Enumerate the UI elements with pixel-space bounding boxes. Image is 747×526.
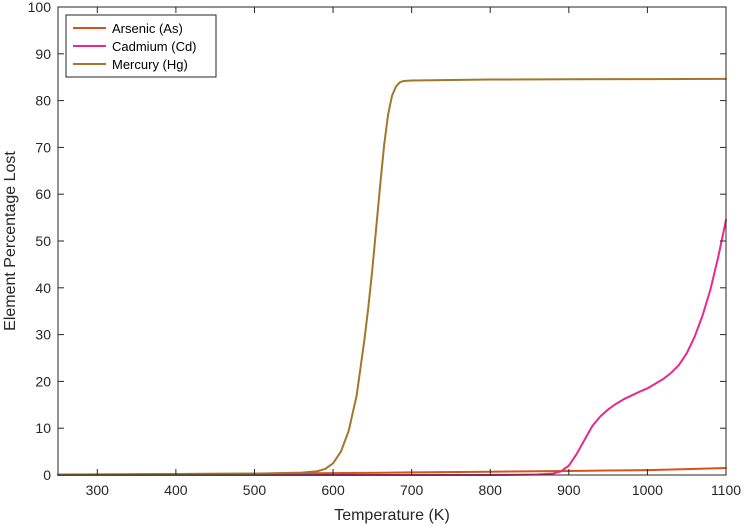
y-tick-label: 50 bbox=[35, 233, 51, 249]
x-axis-label: Temperature (K) bbox=[334, 507, 450, 524]
y-axis-label: Element Percentage Lost bbox=[2, 151, 19, 331]
x-tick-label: 1000 bbox=[632, 482, 663, 498]
y-tick-label: 80 bbox=[35, 93, 51, 109]
x-tick-label: 1100 bbox=[711, 482, 741, 498]
x-axis: 300 400 500 600 700 800 900 1000 1100 bbox=[86, 7, 741, 498]
y-tick-label: 100 bbox=[28, 0, 52, 15]
y-tick-label: 30 bbox=[35, 327, 51, 343]
y-tick-label: 70 bbox=[35, 139, 51, 155]
plot-area bbox=[58, 7, 726, 475]
x-tick-label: 300 bbox=[86, 482, 110, 498]
legend-label: Mercury (Hg) bbox=[112, 57, 188, 72]
x-tick-label: 500 bbox=[243, 482, 267, 498]
y-tick-label: 90 bbox=[35, 46, 51, 62]
legend-label: Cadmium (Cd) bbox=[112, 39, 197, 54]
x-tick-label: 900 bbox=[557, 482, 581, 498]
series-lines bbox=[57, 77, 727, 476]
y-tick-label: 40 bbox=[35, 280, 51, 296]
legend: Arsenic (As) Cadmium (Cd) Mercury (Hg) bbox=[65, 14, 217, 78]
x-tick-label: 800 bbox=[479, 482, 503, 498]
series-line-3 bbox=[57, 77, 727, 476]
y-tick-label: 10 bbox=[35, 420, 51, 436]
y-tick-label: 60 bbox=[35, 186, 51, 202]
y-tick-label: 20 bbox=[35, 373, 51, 389]
legend-label: Arsenic (As) bbox=[112, 21, 183, 36]
y-axis: 0 10 20 30 40 50 60 70 80 90 100 bbox=[28, 0, 726, 483]
y-tick-label: 0 bbox=[43, 467, 51, 483]
series-line-2 bbox=[57, 218, 727, 476]
x-tick-label: 400 bbox=[164, 482, 188, 498]
x-tick-label: 600 bbox=[321, 482, 345, 498]
x-tick-label: 700 bbox=[400, 482, 424, 498]
